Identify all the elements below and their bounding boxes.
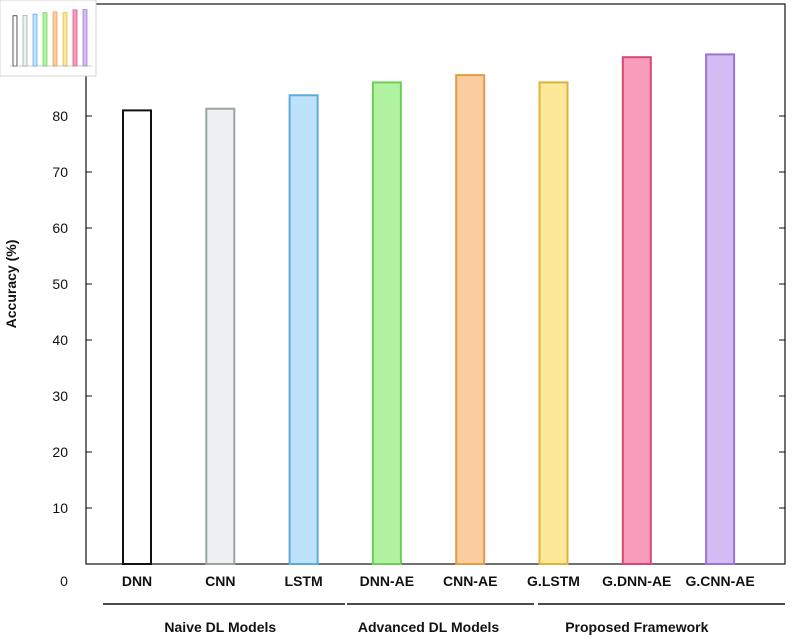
bar-g-cnn-ae	[705, 53, 736, 566]
bar-cnn	[205, 107, 236, 565]
plot-frame	[85, 3, 786, 565]
thumbnail-bar	[22, 15, 28, 67]
y-tick-label: 30	[52, 388, 68, 404]
y-tick-label: 60	[52, 220, 68, 236]
category-label: G.CNN-AE	[685, 573, 754, 589]
bars	[122, 53, 736, 566]
category-label: G.DNN-AE	[602, 573, 671, 589]
thumbnail-inset	[0, 0, 97, 77]
thumbnail-bar	[52, 11, 58, 67]
thumbnail-bar	[12, 15, 18, 67]
bar-g-lstm	[538, 81, 569, 566]
bar-lstm	[288, 94, 319, 565]
category-label: G.LSTM	[527, 573, 580, 589]
category-label: LSTM	[285, 573, 323, 589]
group-label: Naive DL Models	[164, 619, 276, 635]
category-label: CNN-AE	[443, 573, 497, 589]
y-tick-label: 50	[52, 276, 68, 292]
category-label: DNN	[122, 573, 152, 589]
y-tick-label: 70	[52, 164, 68, 180]
bar-dnn-ae	[371, 81, 402, 566]
y-tick-label: 10	[52, 500, 68, 516]
bar-cnn-ae	[455, 74, 486, 566]
bar-g-dnn-ae	[621, 56, 652, 565]
thumbnail-bar	[62, 12, 68, 67]
group-label: Advanced DL Models	[358, 619, 500, 635]
y-tick-label: 40	[52, 332, 68, 348]
group-labels: Naive DL Models Advanced DL Models Propose…	[103, 603, 785, 635]
y-axis-ticks: 10 20 30 40 50 60 70 80	[52, 108, 785, 516]
thumbnail-bar	[32, 13, 38, 67]
y-tick-label: 20	[52, 444, 68, 460]
group-label: Proposed Framework	[565, 619, 708, 635]
thumbnail-bar	[42, 12, 48, 67]
category-label: DNN-AE	[360, 573, 414, 589]
category-labels: DNN CNN LSTM DNN-AE CNN-AE G.LSTM G.DNN-AE G.CN…	[122, 573, 755, 589]
category-label: CNN	[205, 573, 235, 589]
thumbnail-bar	[72, 9, 78, 67]
y-axis-title: Accuracy (%)	[3, 240, 19, 329]
thumbnail-bars	[12, 9, 88, 67]
x-origin-label: 0	[60, 573, 68, 589]
thumbnail-bar	[82, 9, 88, 67]
y-tick-label: 80	[52, 108, 68, 124]
bar-dnn	[122, 109, 152, 566]
